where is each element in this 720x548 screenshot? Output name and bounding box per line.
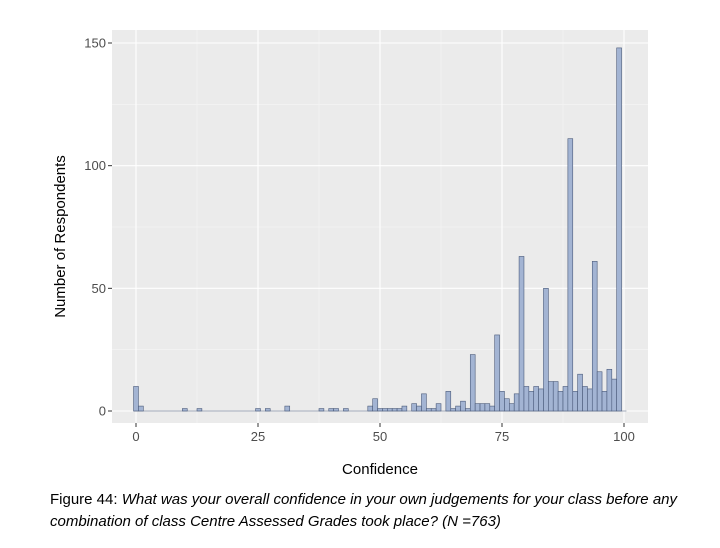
histogram-bar [450,408,456,412]
histogram-bar [387,408,393,412]
histogram-bar [523,386,530,412]
histogram-bar [333,408,339,412]
histogram-bar [606,368,613,412]
histogram-bar [318,408,325,412]
histogram-bar [596,371,603,412]
histogram-bar [372,398,378,412]
histogram-bar [196,408,203,412]
histogram-bar [265,408,271,412]
histogram-bar [445,391,452,412]
caption-question: What was your overall confidence in your… [50,491,677,530]
histogram-bar [528,391,535,412]
histogram-bar [557,391,564,412]
histogram-bar [533,386,539,412]
histogram-bar [382,408,388,412]
histogram-bar [460,400,466,412]
histogram-bar [465,408,471,412]
histogram-bar [426,408,432,412]
histogram-bar [591,261,598,412]
histogram-bar [562,386,569,412]
histogram-bar [572,391,578,412]
histogram-bar [469,354,476,412]
histogram-bar [391,408,398,412]
histogram-bar [416,405,422,412]
histogram-bar [343,408,349,412]
x-tick-label: 100 [613,429,635,444]
y-axis-title: Number of Respondents [52,155,69,318]
histogram-bar [133,386,139,412]
histogram-bar [577,373,583,412]
histogram-bar [601,391,608,412]
histogram-bar [138,405,144,412]
histogram-bar [367,405,373,412]
histogram-bar [494,334,500,412]
histogram-bar [479,403,486,412]
y-tick-label: 100 [84,158,106,173]
histogram-bar [543,288,549,412]
caption-prefix: Figure 44: [50,491,122,508]
histogram-bar [411,403,417,412]
x-axis-ticks: 0 25 50 75 100 [132,423,635,444]
histogram-bar [509,403,515,412]
x-tick-label: 50 [373,429,387,444]
figure-caption: Figure 44: What was your overall confide… [50,489,690,533]
y-axis-ticks: 0 50 100 150 [84,36,112,419]
histogram-bar [328,408,334,412]
histogram-bar [401,405,408,412]
x-tick-label: 25 [251,429,265,444]
histogram-bar [435,403,442,412]
histogram-bar [611,378,617,412]
x-axis-title: Confidence [342,461,418,478]
x-tick-label: 0 [132,429,139,444]
histogram-bar [548,381,554,412]
y-tick-label: 0 [99,404,106,419]
histogram-bar [455,405,461,412]
y-tick-label: 50 [92,281,106,296]
histogram-bar [421,393,427,412]
histogram-bar [582,386,588,412]
histogram-bar [182,408,188,412]
histogram-bar [538,388,544,412]
histogram-bar [567,138,574,412]
histogram-bar [513,393,520,412]
histogram-bar [255,408,261,412]
grid-lines [112,30,648,423]
x-tick-label: 75 [495,429,509,444]
histogram-bar [430,408,437,412]
histogram-bar [504,398,510,412]
histogram-bar [484,403,491,412]
histogram-bar [489,405,495,412]
histogram-bar [284,405,291,412]
histogram-bar [377,408,383,412]
histogram-bar [587,388,593,412]
y-tick-label: 150 [84,36,106,51]
histogram-bar [616,47,622,412]
histogram-bar [474,403,481,412]
histogram-bar [396,408,403,412]
histogram-bar [518,256,525,412]
histogram-bar [499,391,505,412]
histogram-bar [552,381,559,412]
histogram-bars [133,47,627,412]
